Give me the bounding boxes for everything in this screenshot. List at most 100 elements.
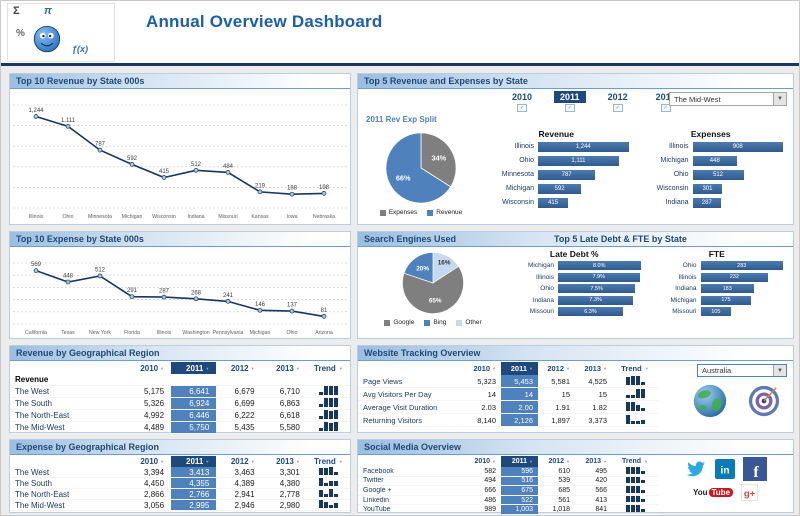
filter-icon[interactable]: ▼ xyxy=(338,459,343,464)
social-icons: in f You Tube g+ xyxy=(658,455,793,512)
bar-value: 448 xyxy=(709,157,720,164)
column-header-2011[interactable]: 2011 ▼ xyxy=(171,456,217,467)
row-label: Average Visit Duration xyxy=(363,402,438,412)
filter-icon[interactable]: ▼ xyxy=(644,459,649,464)
trend-cell xyxy=(612,401,658,413)
bar: 8.0% xyxy=(558,261,641,270)
svg-text:16%: 16% xyxy=(438,260,451,267)
filter-icon[interactable]: ▼ xyxy=(529,459,533,464)
filter-icon[interactable]: ▼ xyxy=(295,459,300,464)
column-header-2012[interactable]: 2012 ▼ xyxy=(547,364,570,373)
cell-2011: 522 xyxy=(501,495,538,505)
googleplus-icon[interactable]: g+ xyxy=(741,484,759,501)
column-header-trend[interactable]: Trend ▼ xyxy=(314,363,343,373)
column-header-2012[interactable]: 2012 ▼ xyxy=(230,363,255,373)
linkedin-icon[interactable]: in xyxy=(714,459,735,479)
globe-icon xyxy=(693,384,727,418)
bar-value: 1,111 xyxy=(571,157,586,164)
search-engines-pie-chart: 16% 65% 20% xyxy=(402,252,464,314)
bar-track: 7.3% xyxy=(558,295,641,305)
cell-2013: 2,980 xyxy=(279,500,300,510)
column-header-trend[interactable]: Trend ▼ xyxy=(621,458,649,465)
group-label: FTE xyxy=(708,249,725,259)
year-tab-2012[interactable]: 2012 ✓ xyxy=(602,91,634,112)
cell-2010: 2.03 xyxy=(481,402,496,412)
trend-cell xyxy=(612,388,658,400)
country-dropdown[interactable]: Australia ▼ xyxy=(697,364,787,377)
filter-icon[interactable]: ▼ xyxy=(295,365,300,371)
svg-text:137: 137 xyxy=(287,303,298,309)
cell-2012: 6,699 xyxy=(234,399,255,408)
svg-text:in: in xyxy=(720,466,729,477)
column-header-2013[interactable]: 2013 ▼ xyxy=(276,457,300,466)
column-header-2010[interactable]: 2010 ▼ xyxy=(140,457,165,466)
filter-icon[interactable]: ▼ xyxy=(492,459,496,464)
youtube-icon[interactable]: You Tube xyxy=(692,488,734,497)
column-header-2010[interactable]: 2010 ▼ xyxy=(473,364,496,373)
filter-icon[interactable]: ▼ xyxy=(160,459,165,464)
filter-icon[interactable]: ▼ xyxy=(603,366,607,371)
legend-item: Expenses xyxy=(379,209,417,216)
bar-value: 183 xyxy=(722,285,732,292)
filter-icon[interactable]: ▼ xyxy=(205,365,210,371)
cell-2011: 516 xyxy=(501,476,538,486)
column-header-2011[interactable]: 2011 ▼ xyxy=(501,456,538,467)
column-header-trend[interactable]: Trend ▼ xyxy=(314,457,343,466)
trend-sparkline xyxy=(318,489,338,498)
year-tab-2011[interactable]: 2011 ✓ xyxy=(554,91,586,112)
bar-label: Indiana xyxy=(532,296,554,304)
year-tab-2010[interactable]: 2010 ✓ xyxy=(506,91,538,112)
dropdown-arrow-icon[interactable]: ▼ xyxy=(773,365,786,376)
column-header-2013[interactable]: 2013 ▼ xyxy=(276,363,300,373)
filter-icon[interactable]: ▼ xyxy=(250,365,255,371)
cell-2012: 5,581 xyxy=(551,376,570,386)
trend-cell xyxy=(612,476,658,486)
table-row: Average Visit Duration 2.03 2.00 1.91 1.82 xyxy=(358,401,658,414)
filter-icon[interactable]: ▼ xyxy=(338,365,343,371)
year-tab-2013[interactable]: 2013 ✓ xyxy=(650,91,682,112)
column-header-2011[interactable]: 2011 ▼ xyxy=(501,362,538,375)
cell-2010: 494 xyxy=(484,477,496,485)
bar-track: 1,111 xyxy=(538,155,629,166)
twitter-icon[interactable] xyxy=(685,458,707,480)
row-label: The West xyxy=(15,387,50,396)
column-header-2013[interactable]: 2013 ▼ xyxy=(585,458,607,465)
bar-row: Wisconsin 301 xyxy=(639,183,784,194)
region-dropdown[interactable]: The Mid-West ▼ xyxy=(669,92,787,106)
cell-2010: 4,992 xyxy=(144,411,165,420)
bar-track: 283 xyxy=(700,261,783,270)
table-row: Google + 666 675 685 566 xyxy=(358,486,658,496)
bar: 7.3% xyxy=(558,295,634,305)
panel-body: 2010 ▼ 2011 ▼ 2012 ▼ 2013 ▼ Trend ▼ Page Views 5,32… xyxy=(358,361,793,432)
column-header-2013[interactable]: 2013 ▼ xyxy=(584,364,607,373)
column-header-2012[interactable]: 2012 ▼ xyxy=(548,458,570,465)
column-header-2012[interactable]: 2012 ▼ xyxy=(230,457,255,466)
filter-icon[interactable]: ▼ xyxy=(205,459,210,464)
svg-text:Arizona: Arizona xyxy=(315,330,333,336)
bar-row: Ohio 512 xyxy=(639,169,784,180)
panel-header: Expense by Geographical Region xyxy=(10,440,350,455)
filter-icon[interactable]: ▼ xyxy=(644,366,649,371)
bar-row: Michigan 592 xyxy=(484,183,629,194)
filter-icon[interactable]: ▼ xyxy=(566,366,570,371)
filter-icon[interactable]: ▼ xyxy=(492,366,496,371)
bar-value: 415 xyxy=(548,199,559,206)
facebook-icon[interactable]: f xyxy=(742,457,767,481)
filter-check-icon: ✓ xyxy=(564,104,575,112)
column-header-trend[interactable]: Trend ▼ xyxy=(621,364,649,373)
column-header-2010[interactable]: 2010 ▼ xyxy=(140,363,165,373)
filter-icon[interactable]: ▼ xyxy=(160,365,165,371)
bar-value: 301 xyxy=(702,185,713,192)
filter-icon[interactable]: ▼ xyxy=(529,366,533,371)
filter-icon[interactable]: ▼ xyxy=(250,459,255,464)
filter-icon[interactable]: ▼ xyxy=(566,459,570,464)
table-row: Returning Visitors 8,140 2,126 1,897 3,373 xyxy=(358,414,658,427)
column-header-2010[interactable]: 2010 ▼ xyxy=(474,458,496,465)
dropdown-arrow-icon[interactable]: ▼ xyxy=(773,93,786,105)
bar-value: 287 xyxy=(701,199,712,206)
bar-value: 592 xyxy=(554,185,565,192)
bar-track: 232 xyxy=(700,272,784,282)
filter-icon[interactable]: ▼ xyxy=(603,459,607,464)
column-header-2011[interactable]: 2011 ▼ xyxy=(171,362,217,374)
